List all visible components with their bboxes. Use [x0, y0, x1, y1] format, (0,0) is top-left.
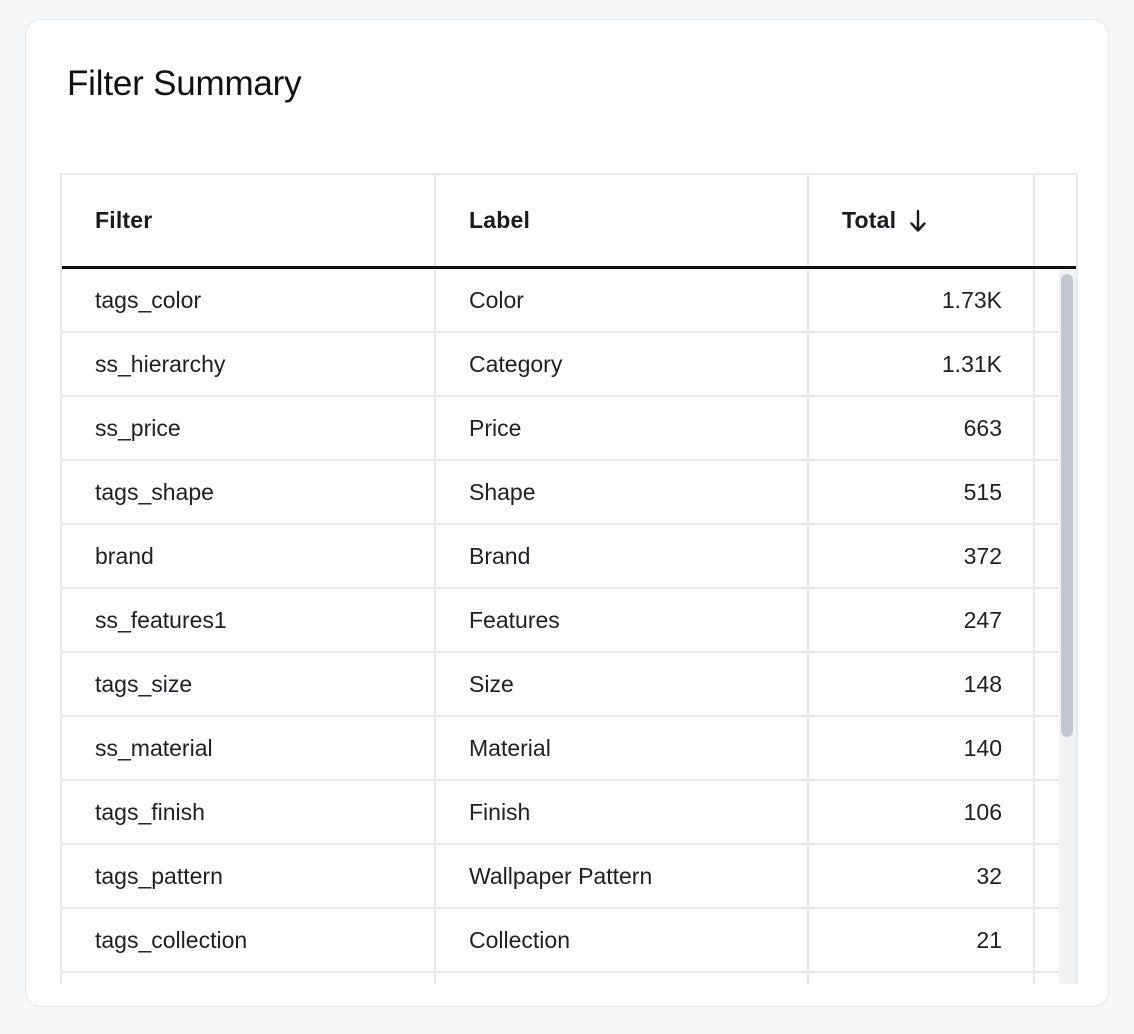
filter-summary-table: Filter Label Total tags_color Color 1.73K s…	[60, 173, 1078, 984]
cell-filter: tags_color	[62, 269, 436, 331]
cell-total: 148	[809, 653, 1035, 715]
cell-partial	[436, 973, 809, 984]
column-header-filter-label: Filter	[95, 207, 153, 233]
cell-filter: tags_collection	[62, 909, 436, 971]
table-row[interactable]: tags_collection Collection 21	[62, 909, 1076, 973]
table-row[interactable]: tags_pattern Wallpaper Pattern 32	[62, 845, 1076, 909]
cell-total: 247	[809, 589, 1035, 651]
cell-label: Shape	[436, 461, 809, 523]
cell-total: 663	[809, 397, 1035, 459]
vertical-scrollbar[interactable]	[1059, 269, 1076, 984]
table-row[interactable]: ss_hierarchy Category 1.31K	[62, 333, 1076, 397]
table-row[interactable]: tags_size Size 148	[62, 653, 1076, 717]
column-header-filter[interactable]: Filter	[62, 175, 436, 266]
cell-label: Material	[436, 717, 809, 779]
arrow-down-icon[interactable]	[910, 209, 926, 233]
filter-summary-card: Filter Summary Filter Label Total tags_c…	[25, 19, 1109, 1007]
table-row[interactable]: ss_material Material 140	[62, 717, 1076, 781]
cell-filter: tags_finish	[62, 781, 436, 843]
cell-total: 32	[809, 845, 1035, 907]
column-header-spacer	[1035, 175, 1076, 266]
cell-total: 372	[809, 525, 1035, 587]
cell-filter: tags_size	[62, 653, 436, 715]
cell-label: Size	[436, 653, 809, 715]
table-row[interactable]: tags_color Color 1.73K	[62, 269, 1076, 333]
cell-partial	[809, 973, 1035, 984]
table-row[interactable]: ss_features1 Features 247	[62, 589, 1076, 653]
cell-label: Category	[436, 333, 809, 395]
cell-total: 21	[809, 909, 1035, 971]
cell-filter: ss_price	[62, 397, 436, 459]
cell-label: Color	[436, 269, 809, 331]
cell-label: Collection	[436, 909, 809, 971]
cell-filter: tags_shape	[62, 461, 436, 523]
scrollbar-thumb[interactable]	[1061, 274, 1073, 737]
cell-total: 1.73K	[809, 269, 1035, 331]
cell-filter: tags_pattern	[62, 845, 436, 907]
cell-total: 515	[809, 461, 1035, 523]
column-header-total-label: Total	[842, 207, 897, 233]
column-header-total[interactable]: Total	[809, 175, 1035, 266]
cell-label: Finish	[436, 781, 809, 843]
card-title: Filter Summary	[67, 64, 302, 103]
table-header: Filter Label Total	[62, 175, 1076, 269]
table-row[interactable]: brand Brand 372	[62, 525, 1076, 589]
table-body: tags_color Color 1.73K ss_hierarchy Category…	[62, 269, 1076, 984]
cell-total: 140	[809, 717, 1035, 779]
cell-label: Price	[436, 397, 809, 459]
table-row-partial[interactable]	[62, 973, 1076, 984]
cell-filter: brand	[62, 525, 436, 587]
cell-filter: ss_hierarchy	[62, 333, 436, 395]
cell-filter: ss_material	[62, 717, 436, 779]
table-row[interactable]: tags_finish Finish 106	[62, 781, 1076, 845]
cell-partial	[62, 973, 436, 984]
column-header-label-label: Label	[469, 207, 531, 233]
table-row[interactable]: ss_price Price 663	[62, 397, 1076, 461]
cell-label: Brand	[436, 525, 809, 587]
cell-label: Features	[436, 589, 809, 651]
cell-filter: ss_features1	[62, 589, 436, 651]
column-header-label[interactable]: Label	[436, 175, 809, 266]
cell-total: 106	[809, 781, 1035, 843]
cell-total: 1.31K	[809, 333, 1035, 395]
cell-label: Wallpaper Pattern	[436, 845, 809, 907]
table-row[interactable]: tags_shape Shape 515	[62, 461, 1076, 525]
